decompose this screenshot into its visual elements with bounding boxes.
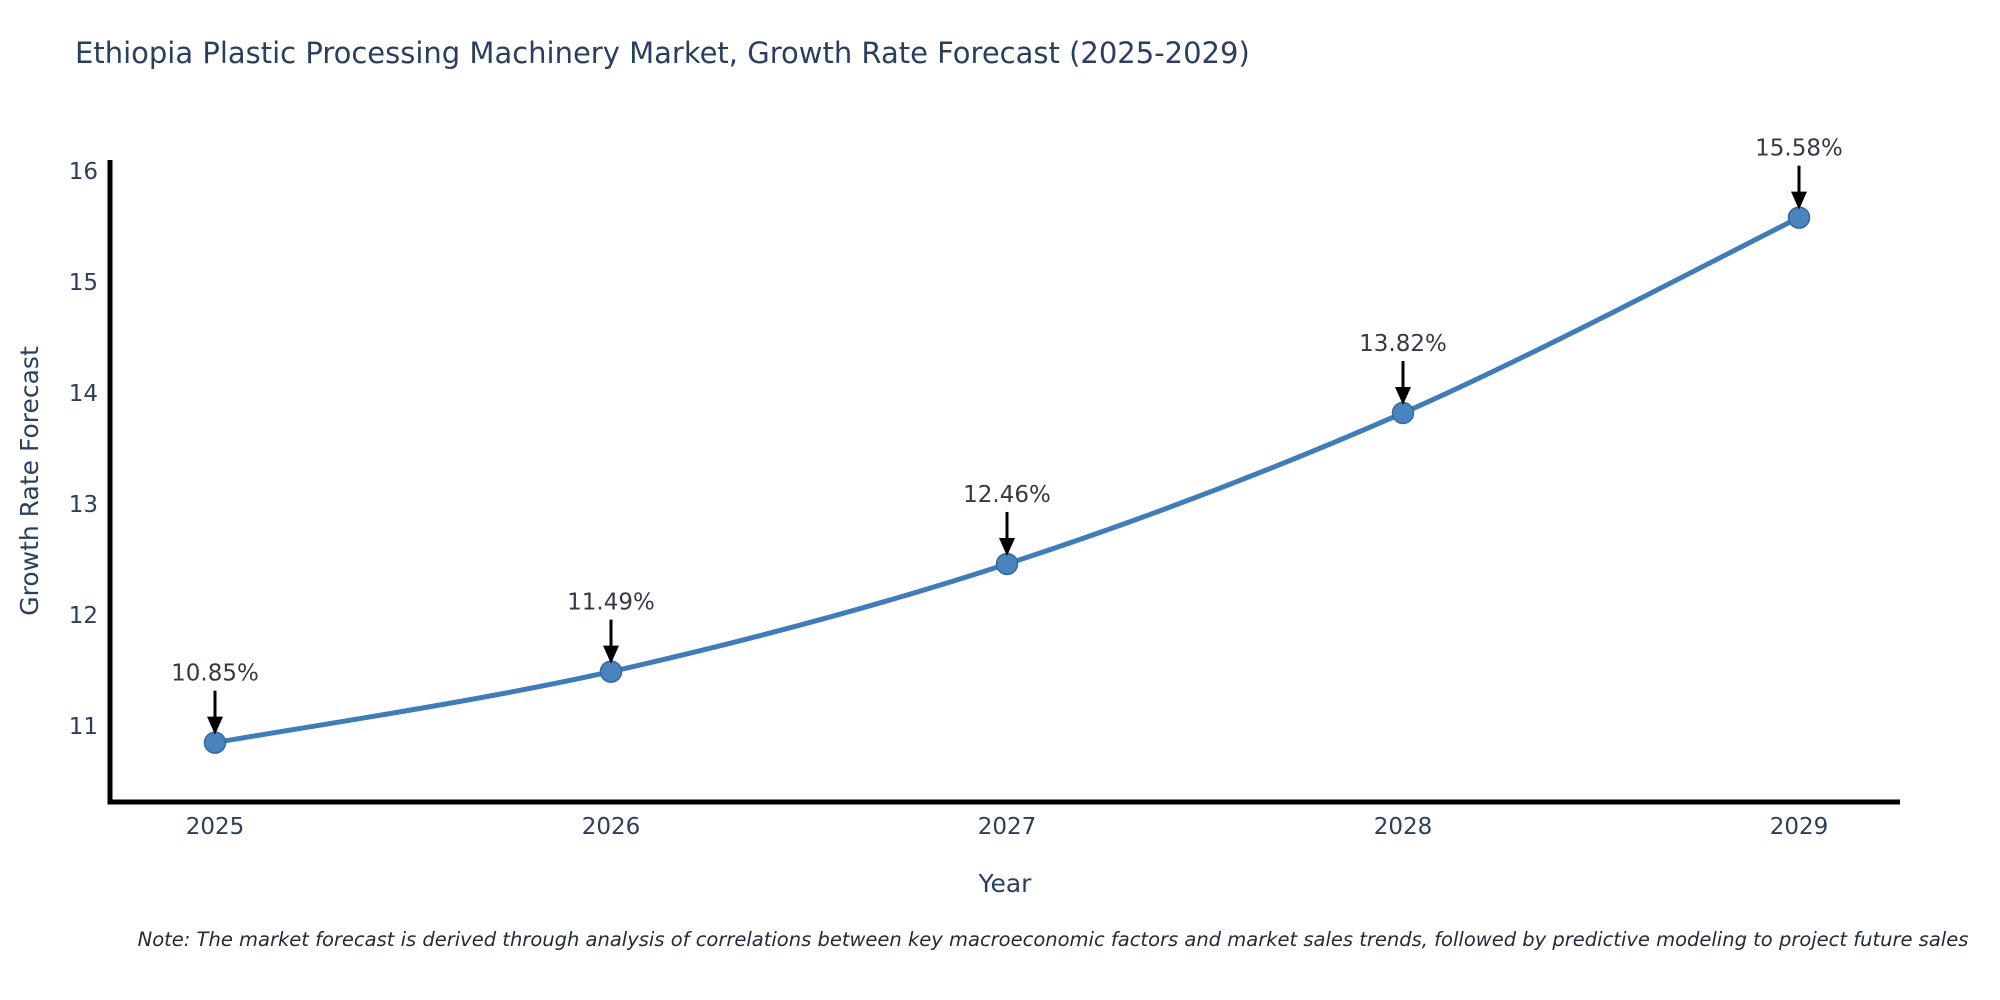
data-point-marker [203,731,227,754]
y-tick-label: 12 [69,603,98,629]
x-tick-label: 2027 [978,814,1037,840]
data-point-marker [1787,206,1811,229]
chart-title: Ethiopia Plastic Processing Machinery Ma… [75,36,1250,70]
x-tick-label: 2029 [1770,814,1829,840]
point-value-label: 12.46% [963,482,1051,508]
y-tick-label: 16 [69,159,98,185]
data-point-marker [995,552,1019,576]
y-tick-label: 14 [69,381,98,407]
data-series [203,206,1811,754]
axes: 11 12 13 14 15 16 2025 2026 2027 2028 2029 [69,159,1900,840]
x-tick-label: 2025 [186,814,245,840]
annotations: 10.85% 11.49% 12.46% 13.82% 15.58% [171,136,1843,735]
annotation-arrow-head [1791,191,1807,210]
x-tick-label: 2026 [582,814,641,840]
y-axis-title: Growth Rate Forecast [15,346,44,616]
data-point-marker [1391,401,1415,425]
data-point-marker [599,660,623,683]
annotation-arrow-head [207,716,223,735]
x-axis-title: Year [978,869,1033,898]
annotation-arrow-head [1395,386,1411,405]
x-tick-label: 2028 [1374,814,1433,840]
annotation-arrow-head [999,537,1015,556]
annotation-arrow-head [603,645,619,664]
point-value-label: 10.85% [171,661,259,687]
point-value-label: 13.82% [1359,331,1447,357]
y-tick-label: 13 [69,492,98,518]
y-tick-label: 15 [69,270,98,296]
point-value-label: 11.49% [567,590,655,616]
trend-line [212,215,1802,746]
footnote: Note: The market forecast is derived thr… [137,928,1969,951]
y-tick-label: 11 [69,714,98,740]
point-value-label: 15.58% [1755,136,1843,162]
